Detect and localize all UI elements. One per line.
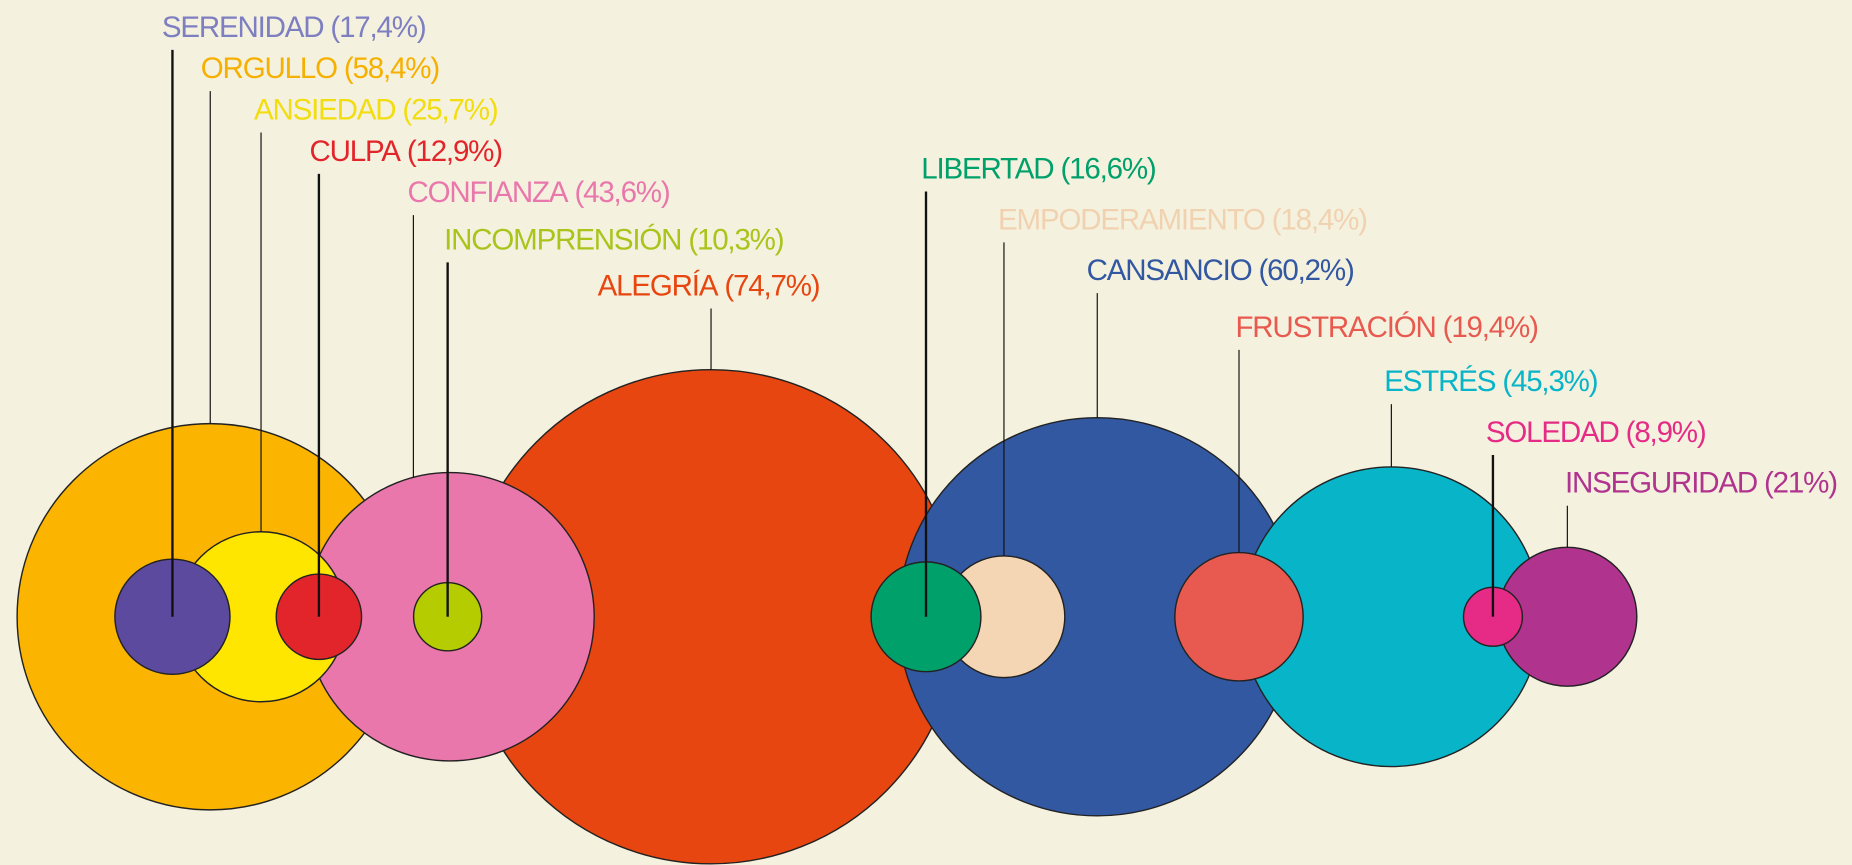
value-label: (16,6%) — [1060, 153, 1155, 186]
value-label: (19,4%) — [1443, 311, 1538, 344]
bubble-label: SERENIDAD (17,4%) — [162, 11, 426, 44]
category-name: INCOMPRENSIÓN — [444, 223, 681, 256]
leader-lines — [171, 49, 1568, 617]
value-label: (58,4%) — [344, 52, 439, 85]
value-label: (12,9%) — [407, 135, 502, 168]
category-name: INSEGURIDAD — [1565, 467, 1757, 500]
bubble-label: CANSANCIO (60,2%) — [1087, 254, 1354, 287]
category-name: CANSANCIO — [1087, 254, 1252, 287]
bubble-label: ALEGRÍA (74,7%) — [598, 269, 820, 302]
category-name: CONFIANZA — [407, 176, 568, 209]
value-label: (60,2%) — [1259, 254, 1354, 287]
value-label: (17,4%) — [330, 11, 425, 44]
bubble-label: CULPA (12,9%) — [309, 135, 501, 168]
value-label: (18,4%) — [1272, 203, 1367, 236]
value-label: (10,3%) — [688, 223, 783, 256]
bubble-label: INCOMPRENSIÓN (10,3%) — [444, 223, 783, 256]
category-name: SOLEDAD — [1486, 416, 1619, 449]
category-name: LIBERTAD — [921, 153, 1053, 186]
category-name: ALEGRÍA — [598, 269, 719, 302]
value-label: (8,9%) — [1626, 416, 1706, 449]
category-name: FRUSTRACIÓN — [1235, 311, 1435, 344]
value-label: (45,3%) — [1502, 365, 1597, 398]
bubble-label: ANSIEDAD (25,7%) — [254, 94, 498, 127]
bubble-label: ORGULLO (58,4%) — [201, 52, 439, 85]
value-label: (43,6%) — [574, 176, 669, 209]
bubble-label: EMPODERAMIENTO (18,4%) — [998, 203, 1367, 236]
bubble-label: CONFIANZA (43,6%) — [407, 176, 669, 209]
bubble-label: INSEGURIDAD (21%) — [1565, 467, 1837, 500]
bubble-label: ESTRÉS (45,3%) — [1384, 365, 1597, 398]
bubbles — [16, 369, 1638, 865]
category-name: ANSIEDAD — [254, 94, 395, 127]
value-label: (74,7%) — [724, 269, 819, 302]
bubble-label: FRUSTRACIÓN (19,4%) — [1235, 311, 1537, 344]
bubble — [1174, 551, 1304, 682]
category-name: CULPA — [309, 135, 401, 168]
category-name: ESTRÉS — [1384, 365, 1495, 398]
category-name: ORGULLO — [201, 52, 337, 85]
bubble-label: SOLEDAD (8,9%) — [1486, 416, 1706, 449]
category-name: SERENIDAD — [162, 11, 324, 44]
value-label: (25,7%) — [402, 94, 497, 127]
value-label: (21%) — [1764, 467, 1837, 500]
bubble-label: LIBERTAD (16,6%) — [921, 153, 1155, 186]
category-name: EMPODERAMIENTO — [998, 203, 1265, 236]
